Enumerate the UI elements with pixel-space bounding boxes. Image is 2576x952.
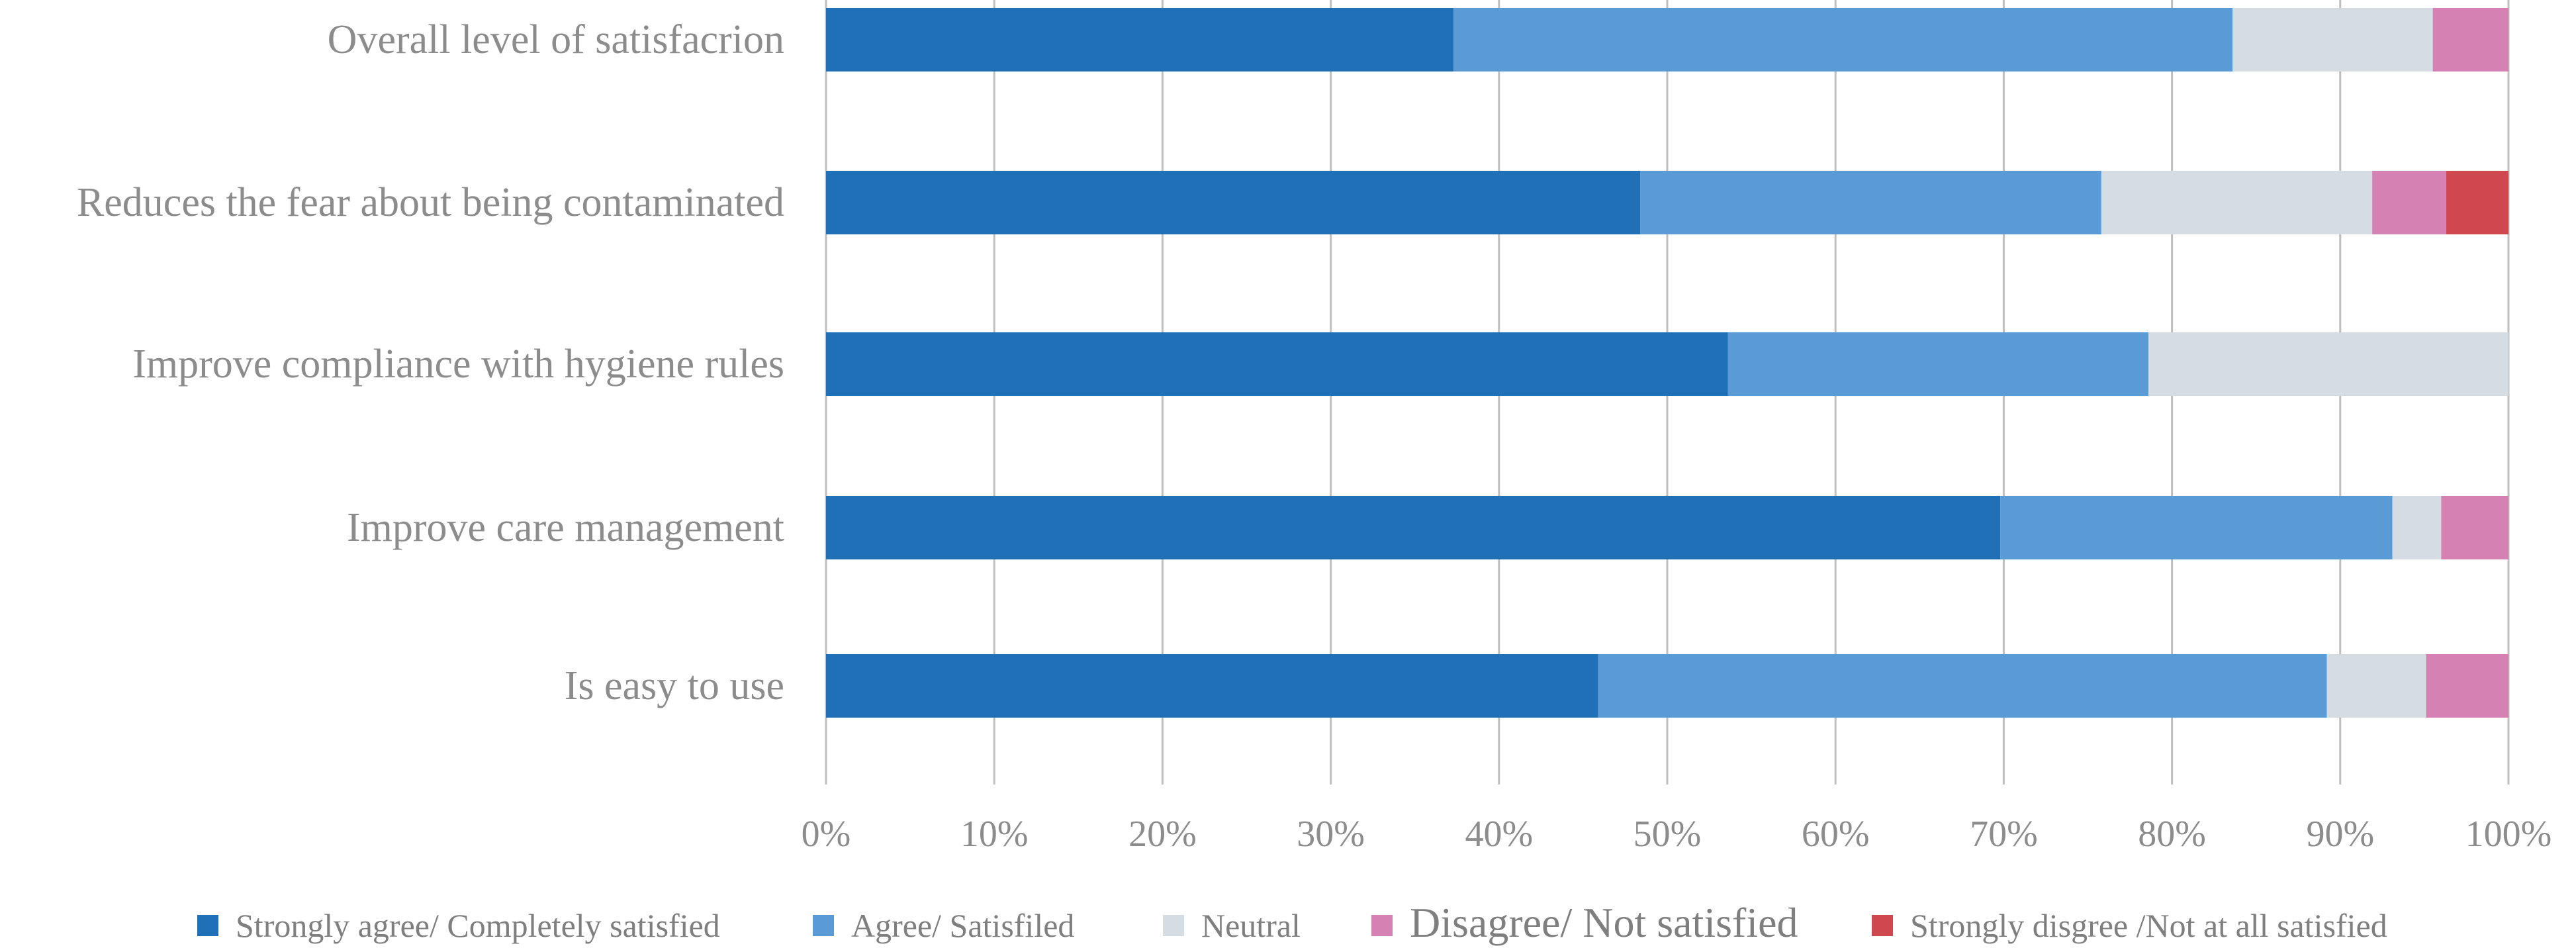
x-tick-label: 50% xyxy=(1633,814,1702,855)
category-label: Reduces the fear about being contaminate… xyxy=(77,180,784,225)
legend-swatch xyxy=(197,915,218,936)
x-tick-label: 60% xyxy=(1802,814,1870,855)
legend-label: Strongly disgree /Not at all satisfied xyxy=(1910,907,2387,944)
bar-segment xyxy=(2446,171,2508,234)
legend-swatch xyxy=(1371,915,1393,936)
bar-segment xyxy=(2326,654,2426,718)
x-tick-label: 30% xyxy=(1297,814,1365,855)
legend: Strongly agree/ Completely satisfied Agre… xyxy=(197,899,2387,946)
x-axis-tick-labels: 0% 10% 20% 30% 40% 50% 60% 70% 80% 90% 100% xyxy=(802,814,2552,855)
bar-segment xyxy=(2392,496,2442,559)
bar-segment xyxy=(826,8,1454,71)
bar-segment xyxy=(826,654,1598,718)
bar-segment xyxy=(2426,654,2508,718)
x-tick-label: 20% xyxy=(1128,814,1197,855)
x-tick-label: 90% xyxy=(2306,814,2374,855)
x-tick-label: 40% xyxy=(1465,814,1533,855)
legend-label: Strongly agree/ Completely satisfied xyxy=(236,907,720,944)
bar-segment xyxy=(2441,496,2508,559)
category-label: Improve care management xyxy=(347,505,784,550)
category-label: Overall level of satisfacrion xyxy=(328,17,784,62)
bar-segment xyxy=(2372,171,2446,234)
x-tick-label: 70% xyxy=(1970,814,2038,855)
bars xyxy=(826,8,2508,718)
bar-segment xyxy=(826,171,1641,234)
category-labels: Overall level of satisfacrion Reduces the… xyxy=(77,17,784,708)
legend-label: Disagree/ Not satisfied xyxy=(1410,899,1798,946)
bar-segment xyxy=(1640,171,2101,234)
bar-segment xyxy=(1453,8,2233,71)
bar-segment xyxy=(2101,171,2373,234)
bar-segment xyxy=(2148,332,2508,396)
bar-segment xyxy=(2000,496,2393,559)
bar-segment xyxy=(826,496,2001,559)
legend-swatch xyxy=(813,915,834,936)
x-tick-label: 100% xyxy=(2465,814,2552,855)
category-label: Improve compliance with hygiene rules xyxy=(132,342,784,387)
legend-label: Neutral xyxy=(1201,907,1301,944)
bar-segment xyxy=(1598,654,2327,718)
legend-swatch xyxy=(1163,915,1184,936)
bar-segment xyxy=(826,332,1728,396)
bar-segment xyxy=(2232,8,2433,71)
legend-swatch xyxy=(1872,915,1893,936)
category-label: Is easy to use xyxy=(565,663,784,708)
bar-segment xyxy=(2432,8,2508,71)
legend-label: Agree/ Satisfiled xyxy=(851,907,1074,944)
bar-segment xyxy=(1727,332,2149,396)
x-tick-label: 10% xyxy=(960,814,1029,855)
x-tick-label: 80% xyxy=(2138,814,2206,855)
x-tick-label: 0% xyxy=(802,814,851,855)
